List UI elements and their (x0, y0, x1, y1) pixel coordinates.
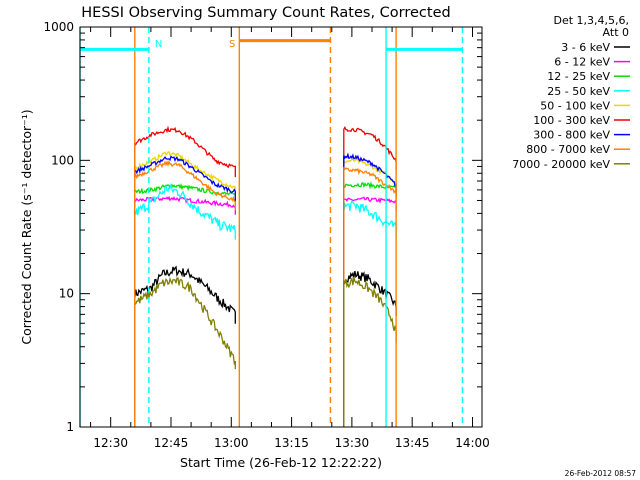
legend-entry-label: 25 - 50 keV (547, 85, 610, 98)
series-line-1 (343, 196, 397, 427)
x-axis-label: Start Time (26-Feb-12 12:22:22) (180, 455, 382, 470)
legend-entry-label: 300 - 800 keV (533, 129, 610, 142)
series-line-2 (343, 181, 397, 427)
series-line-4 (343, 157, 397, 427)
legend-header-line-1: Det 1,3,4,5,6, (553, 14, 629, 27)
legend-entry-label: 100 - 300 keV (533, 114, 610, 127)
legend-entry-label: 3 - 6 keV (561, 41, 610, 54)
series-line-5 (343, 125, 397, 427)
x-tick-label: 13:15 (274, 436, 309, 450)
series-line-4 (134, 150, 236, 427)
interval-layer (79, 27, 464, 427)
x-tick-label: 13:00 (214, 436, 249, 450)
legend-entry-label: 6 - 12 keV (554, 56, 610, 69)
x-tick-label: 13:30 (335, 436, 370, 450)
marker-label-N: N (155, 39, 162, 50)
plot-frame (79, 26, 483, 428)
series-line-6 (134, 155, 236, 427)
flag-bar-layer (80, 39, 463, 51)
chart-title: HESSI Observing Summary Count Rates, Cor… (81, 5, 450, 21)
x-axis: 12:30 12:45 13:00 13:15 13:30 13:45 14:00 (90, 27, 490, 450)
x-tick-label: 13:45 (395, 436, 430, 450)
legend-header-line-2: Att 0 (603, 26, 629, 39)
y-axis: 1 10 100 1000 (43, 20, 482, 434)
x-tick-label: 14:00 (455, 436, 490, 450)
series-line-1 (134, 195, 236, 427)
series-layer (134, 125, 397, 427)
x-tick-label: 12:30 (93, 436, 128, 450)
y-tick-label: 10 (59, 287, 74, 301)
legend-entry-label: 7000 - 20000 keV (512, 158, 610, 171)
series-line-3 (134, 182, 236, 427)
series-line-2 (134, 182, 236, 427)
y-axis-label: Corrected Count Rate (s⁻¹ detector⁻¹) (19, 109, 34, 344)
series-line-5 (134, 125, 236, 427)
x-tick-label: 12:45 (154, 436, 189, 450)
legend-entry-label: 50 - 100 keV (540, 99, 610, 112)
series-line-0 (134, 265, 236, 427)
series-line-8 (343, 276, 397, 427)
legend-entry-label: 800 - 7000 keV (526, 143, 610, 156)
y-tick-label: 1 (66, 420, 74, 434)
legend-entry-label: 12 - 25 keV (547, 70, 610, 83)
marker-label-S: S (229, 39, 235, 50)
series-line-0 (343, 270, 397, 427)
series-line-6 (343, 152, 397, 427)
series-line-8 (134, 276, 236, 427)
series-line-7 (134, 159, 236, 427)
series-line-7 (343, 166, 397, 427)
y-tick-label: 100 (51, 153, 74, 167)
footer-timestamp: 26-Feb-2012 08:57 (565, 469, 637, 478)
y-tick-label: 1000 (43, 20, 74, 34)
legend: Det 1,3,4,5,6, Att 0 3 - 6 keV 6 - 12 keV… (512, 14, 630, 171)
series-line-3 (343, 199, 397, 427)
